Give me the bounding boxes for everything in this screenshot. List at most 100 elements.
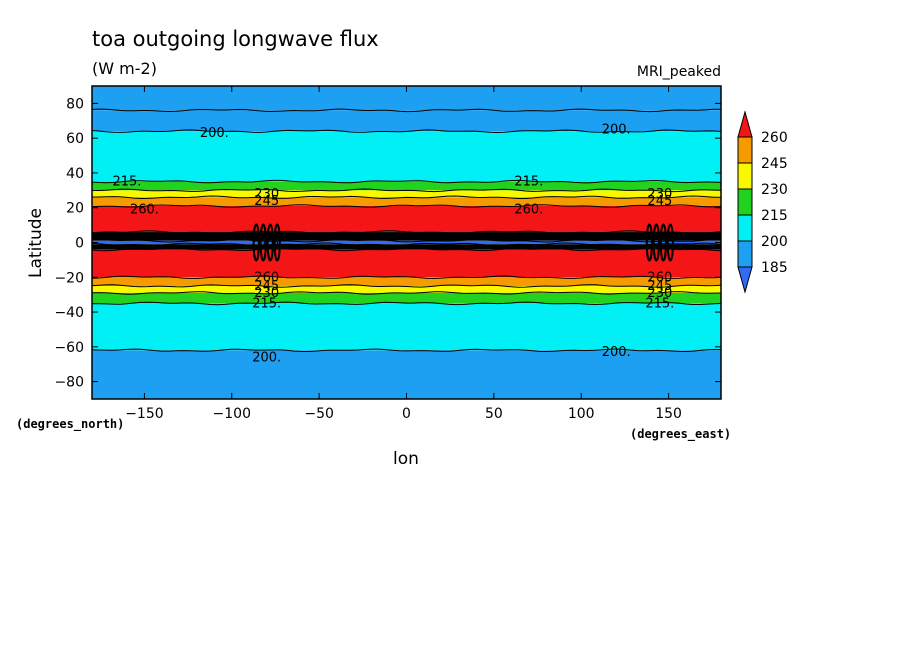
x-axis-unit-label: (degrees_east) — [630, 427, 731, 442]
contour-label-9: 260. — [514, 202, 543, 217]
contour-label-3: 215. — [514, 175, 543, 190]
flux-band-5 — [92, 197, 721, 206]
x-tick-label-6: 150 — [655, 406, 682, 422]
flux-band-7 — [92, 232, 721, 241]
flux-band-10 — [92, 249, 721, 278]
colorbar-label-5: 185 — [761, 260, 788, 276]
colorbar-top-arrow — [737, 110, 753, 138]
flux-band-4 — [92, 190, 721, 198]
x-tick-label-5: 100 — [568, 406, 595, 422]
convective-contour-1-3 — [666, 223, 674, 262]
colorbar-label-3: 215 — [761, 208, 788, 224]
contour-line-1 — [91, 108, 722, 113]
flux-band-6 — [92, 205, 721, 233]
x-tick-label-2: −50 — [304, 406, 334, 422]
colorbar-segment-1 — [737, 162, 753, 190]
y-axis-ticks: 80 60 40 20 0 −20 −40 −60 −80 — [54, 96, 721, 391]
contour-label-10: 260 — [254, 239, 279, 254]
y-tick-label-8: −80 — [54, 375, 84, 391]
contour-label-1: 200. — [602, 122, 631, 137]
contour-label-15: 260 — [647, 270, 672, 285]
y-tick-label-7: −60 — [54, 340, 84, 356]
x-axis-label: lon — [393, 449, 419, 469]
colorbar-segment-2 — [737, 188, 753, 216]
flux-band-2 — [92, 131, 721, 182]
convective-contour-1-2 — [659, 223, 667, 262]
flux-band-9 — [92, 244, 721, 250]
colorbar-label-1: 245 — [761, 156, 788, 172]
plot-area — [91, 86, 722, 399]
contour-label-7: 245 — [647, 194, 672, 209]
contour-label-0: 200. — [200, 126, 229, 141]
chart-title: toa outgoing longwave flux — [92, 27, 379, 51]
contour-line-7 — [91, 230, 722, 234]
flux-band-14 — [92, 303, 721, 351]
contour-label-20: 200. — [602, 345, 631, 360]
colorbar-label-0: 260 — [761, 130, 788, 146]
x-axis-ticks: −150 −100 −50 0 50 100 150 — [125, 86, 682, 422]
contour-label-8: 260. — [130, 202, 159, 217]
flux-band-15 — [92, 350, 721, 399]
contour-label-17: 230 — [647, 286, 672, 301]
y-tick-label-4: 0 — [75, 236, 84, 252]
contour-line-13 — [91, 291, 722, 295]
contour-line-5 — [92, 195, 722, 200]
contour-line-9 — [91, 242, 722, 246]
contour-label-16: 245 — [647, 279, 672, 294]
y-axis-unit-label: (degrees_north) — [16, 417, 124, 432]
flux-band-13 — [92, 292, 721, 304]
contour-line-6 — [91, 204, 722, 208]
convective-contour-0-3 — [273, 223, 281, 262]
contour-line-3 — [91, 179, 722, 184]
convective-contour-1-1 — [652, 223, 660, 262]
contour-line-2 — [91, 129, 722, 134]
dataset-label: MRI_peaked — [637, 64, 721, 80]
x-tick-label-4: 50 — [485, 406, 503, 422]
contour-line-12 — [91, 284, 722, 288]
contour-label-6: 230 — [647, 187, 672, 202]
colorbar-segment-0 — [737, 136, 753, 164]
flux-band-8 — [92, 240, 721, 245]
contour-label-11: 260 — [254, 270, 279, 285]
contour-line-8 — [91, 238, 722, 243]
units-label: (W m-2) — [92, 59, 157, 78]
contour-line-4 — [92, 188, 722, 193]
colorbar-segment-3 — [737, 214, 753, 242]
convective-contour-1-0 — [645, 223, 653, 262]
convective-contour-0-2 — [266, 223, 274, 262]
contour-label-4: 230 — [254, 187, 279, 202]
x-tick-label-0: −150 — [125, 406, 163, 422]
convective-contour-0-0 — [252, 223, 260, 262]
flux-band-11 — [92, 277, 721, 286]
y-tick-label-5: −20 — [54, 270, 84, 286]
contour-label-19: 200. — [252, 350, 281, 365]
contour-line-10 — [91, 247, 722, 252]
colorbar-segment-4 — [737, 240, 753, 268]
y-tick-label-6: −40 — [54, 305, 84, 321]
y-tick-label-0: 80 — [66, 96, 84, 112]
contour-label-13: 230 — [254, 286, 279, 301]
y-tick-label-2: 40 — [66, 166, 84, 182]
colorbar-bottom-arrow — [737, 266, 753, 294]
x-tick-label-3: 0 — [402, 406, 411, 422]
convective-contour-0-1 — [259, 223, 267, 262]
contour-line-14 — [91, 301, 722, 306]
x-tick-label-1: −100 — [213, 406, 251, 422]
y-tick-label-3: 20 — [66, 201, 84, 217]
colorbar-label-2: 230 — [761, 182, 788, 198]
flux-band-1 — [92, 110, 721, 132]
y-tick-label-1: 60 — [66, 131, 84, 147]
y-axis-label: Latitude — [26, 208, 46, 278]
contour-label-14: 215. — [252, 296, 281, 311]
contour-line-11 — [91, 275, 722, 280]
contour-line-15 — [91, 348, 722, 353]
flux-band-12 — [92, 285, 721, 293]
colorbar-label-4: 200 — [761, 234, 788, 250]
colorbar: 260 245 230 215 200 185 — [737, 110, 788, 294]
flux-band-3 — [92, 181, 721, 191]
contour-label-5: 245 — [254, 194, 279, 209]
contour-label-12: 245 — [254, 279, 279, 294]
contour-label-2: 215. — [112, 175, 141, 190]
